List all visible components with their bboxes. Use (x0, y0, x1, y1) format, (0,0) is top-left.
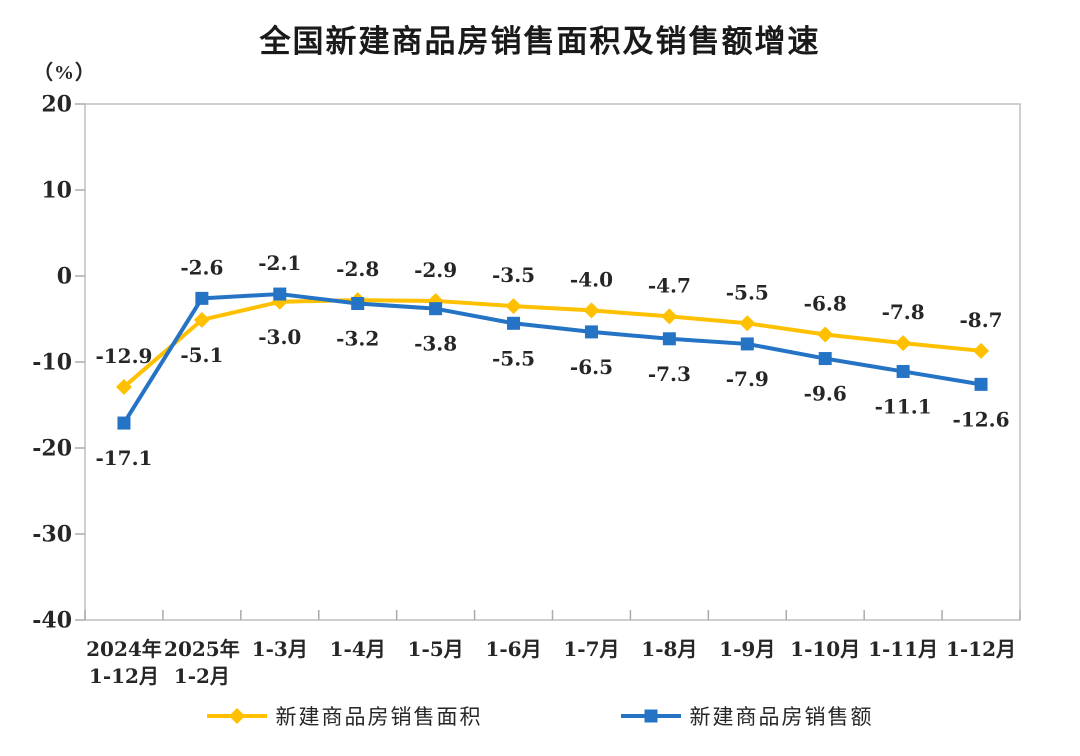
marker-square (584, 325, 598, 339)
data-label: -12.9 (95, 344, 152, 368)
legend-swatch-sales-area (206, 708, 267, 724)
legend-item-sales-amount: 新建商品房销售额 (620, 701, 874, 731)
y-axis-tick-label: -40 (32, 608, 72, 634)
marker-square (507, 316, 521, 330)
series-line-1 (121, 292, 984, 426)
plot-border (84, 103, 1021, 621)
data-label: -17.1 (95, 446, 152, 470)
legend-item-sales-area: 新建商品房销售面积 (206, 701, 483, 731)
legend-label-sales-area: 新建商品房销售面积 (275, 705, 483, 729)
series-line-0 (121, 298, 984, 389)
data-label: -7.8 (882, 300, 925, 324)
marker-square (974, 377, 988, 391)
data-label: -8.7 (959, 308, 1002, 332)
data-label: -6.8 (804, 291, 847, 315)
marker-diamond (895, 335, 912, 352)
x-axis-label: 1-6月 (485, 637, 541, 661)
marker-diamond (228, 708, 245, 724)
marker-diamond (739, 315, 756, 332)
data-label: -9.6 (804, 382, 847, 406)
data-label: -5.5 (726, 280, 769, 304)
legend-label-sales-amount: 新建商品房销售额 (689, 705, 874, 729)
x-axis-label: 1-3月 (252, 637, 308, 661)
data-label: -2.8 (336, 257, 379, 281)
x-axis-label: 1-12月 (946, 637, 1016, 661)
y-axis-tick-label: 10 (41, 178, 72, 204)
data-label: -4.0 (570, 267, 613, 291)
data-label: -2.9 (414, 258, 457, 282)
marker-square (662, 332, 676, 346)
y-axis-tick-label: -30 (32, 522, 72, 548)
data-label: -12.6 (953, 407, 1010, 431)
marker-square (351, 297, 365, 311)
data-label: -3.8 (414, 332, 457, 356)
marker-square (117, 416, 131, 430)
x-axis-label: 1-7月 (563, 637, 619, 661)
x-axis-label: 2025年 1-2月 (164, 637, 240, 688)
data-label: -2.6 (180, 255, 223, 279)
data-label: -5.1 (180, 343, 223, 367)
data-label: -4.7 (648, 273, 691, 297)
marker-square (740, 337, 754, 351)
data-label: -3.5 (492, 263, 535, 287)
data-label: -3.2 (336, 327, 379, 351)
x-axis-label: 2024年 1-12月 (86, 637, 162, 688)
marker-square (644, 709, 657, 723)
chart-legend: 新建商品房销售面积 新建商品房销售额 (0, 701, 1080, 731)
marker-square (896, 364, 910, 378)
marker-square (818, 352, 832, 366)
marker-square (195, 291, 209, 305)
data-label: -2.1 (258, 251, 301, 275)
chart-title: 全国新建商品房销售面积及销售额增速 (259, 24, 821, 59)
marker-diamond (193, 311, 210, 328)
marker-square (273, 287, 287, 301)
y-axis-tick-label: 20 (41, 92, 72, 118)
data-label: -11.1 (875, 394, 932, 418)
marker-diamond (661, 308, 678, 325)
x-axis-label: 1-4月 (330, 637, 386, 661)
y-axis-tick-label: -20 (32, 436, 72, 462)
y-axis-tick-label: -10 (32, 350, 72, 376)
data-label: -6.5 (570, 355, 613, 379)
marker-diamond (115, 378, 132, 395)
y-axis-tick-label: 0 (57, 264, 72, 290)
marker-diamond (973, 342, 990, 359)
data-label: -7.3 (648, 362, 691, 386)
data-label: -3.0 (258, 325, 301, 349)
marker-diamond (583, 302, 600, 319)
x-axis-label: 1-8月 (641, 637, 697, 661)
marker-diamond (505, 298, 522, 315)
x-axis-label: 1-11月 (868, 637, 938, 661)
x-axis-label: 1-5月 (408, 637, 464, 661)
x-axis-label: 1-9月 (719, 637, 775, 661)
marker-square (429, 302, 443, 316)
data-label: -7.9 (726, 367, 769, 391)
x-axis-label: 1-10月 (790, 637, 860, 661)
y-axis-unit-label: （%） (33, 62, 96, 84)
legend-swatch-sales-amount (620, 709, 681, 723)
marker-diamond (817, 326, 834, 343)
data-label: -5.5 (492, 346, 535, 370)
